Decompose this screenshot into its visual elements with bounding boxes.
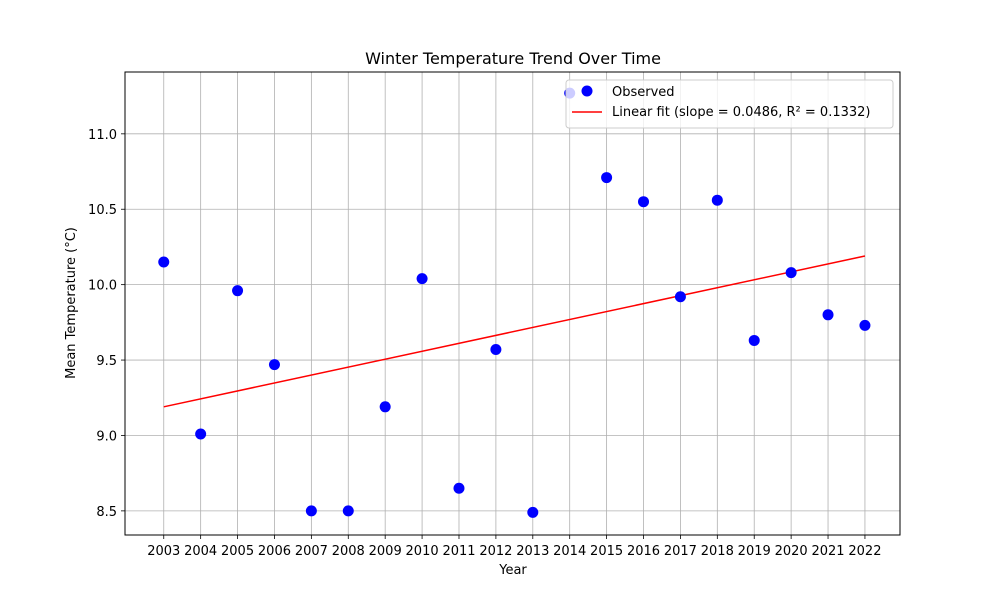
- legend-marker-observed: [581, 85, 593, 97]
- data-point-2012: [490, 343, 502, 355]
- legend-label-fit: Linear fit (slope = 0.0486, R² = 0.1332): [612, 105, 870, 120]
- data-point-2004: [195, 428, 207, 440]
- x-tick-label: 2007: [295, 544, 328, 559]
- y-axis: 8.5 9.0 9.5 10.0 10.5 11.0: [88, 128, 125, 520]
- x-tick-label: 2016: [627, 544, 660, 559]
- data-point-2016: [638, 196, 650, 208]
- data-point-2005: [232, 285, 244, 297]
- plot-area: [158, 87, 871, 518]
- legend-label-observed: Observed: [612, 85, 675, 100]
- x-tick-label: 2013: [516, 544, 549, 559]
- x-tick-label: 2006: [258, 544, 291, 559]
- y-tick-label: 11.0: [88, 128, 117, 143]
- y-tick-label: 10.5: [88, 203, 117, 218]
- legend-box: [565, 79, 894, 129]
- x-tick-label: 2020: [775, 544, 808, 559]
- data-point-2007: [305, 505, 317, 517]
- data-point-2003: [158, 256, 170, 268]
- data-point-2015: [601, 172, 613, 184]
- data-point-2019: [748, 334, 760, 346]
- x-tick-label: 2003: [147, 544, 180, 559]
- data-point-2010: [416, 273, 428, 285]
- y-tick-label: 9.0: [96, 429, 117, 444]
- x-tick-label: 2008: [332, 544, 365, 559]
- x-tick-label: 2017: [664, 544, 697, 559]
- fit-line: [163, 255, 866, 408]
- plot-frame: [124, 71, 901, 536]
- y-tick-label: 8.5: [96, 505, 117, 520]
- chart-title: Winter Temperature Trend Over Time: [365, 49, 661, 68]
- x-axis: 2003 2004 2005 2006 2007 2008 2009 2010 2011 2012…: [147, 535, 881, 559]
- data-point-2013: [527, 506, 539, 518]
- data-point-2009: [379, 401, 391, 413]
- x-tick-label: 2019: [738, 544, 771, 559]
- y-tick-label: 9.5: [96, 354, 117, 369]
- x-tick-label: 2004: [184, 544, 217, 559]
- x-tick-label: 2010: [406, 544, 439, 559]
- data-point-2006: [268, 359, 280, 371]
- data-point-2017: [674, 291, 686, 303]
- data-point-2011: [453, 482, 465, 494]
- data-point-2021: [822, 309, 834, 321]
- x-tick-label: 2018: [701, 544, 734, 559]
- y-axis-title: Mean Temperature (°C): [64, 227, 79, 379]
- legend: Observed Linear fit (slope = 0.0486, R² …: [565, 79, 894, 129]
- x-tick-label: 2009: [369, 544, 402, 559]
- data-point-2020: [785, 267, 797, 279]
- x-tick-label: 2011: [442, 544, 475, 559]
- x-tick-label: 2005: [221, 544, 254, 559]
- data-point-2022: [859, 319, 871, 331]
- data-point-2008: [342, 505, 354, 517]
- x-tick-label: 2012: [479, 544, 512, 559]
- x-tick-label: 2014: [553, 544, 586, 559]
- y-tick-label: 10.0: [88, 279, 117, 294]
- x-tick-label: 2015: [590, 544, 623, 559]
- x-tick-label: 2021: [811, 544, 844, 559]
- x-axis-title: Year: [498, 563, 527, 578]
- x-tick-label: 2022: [848, 544, 881, 559]
- grid: [125, 72, 900, 535]
- data-point-2018: [711, 194, 723, 206]
